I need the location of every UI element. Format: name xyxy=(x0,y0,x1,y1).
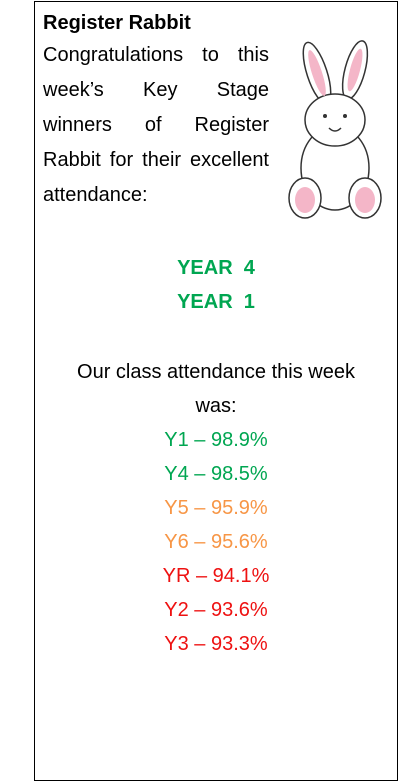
attendance-row: Y6 – 95.6% xyxy=(43,525,389,559)
attendance-row: YR – 94.1% xyxy=(43,559,389,593)
attendance-row: Y5 – 95.9% xyxy=(43,491,389,525)
attendance-row: Y4 – 98.5% xyxy=(43,457,389,491)
rabbit-image xyxy=(277,38,389,226)
page: Register Rabbit Congratulations to this … xyxy=(0,0,413,778)
attendance-row: Y3 – 93.3% xyxy=(43,627,389,661)
winner: YEAR 4 xyxy=(43,251,389,285)
attendance-row: Y1 – 98.9% xyxy=(43,423,389,457)
title: Register Rabbit xyxy=(43,8,389,38)
attendance-list: Y1 – 98.9%Y4 – 98.5%Y5 – 95.9%Y6 – 95.6%… xyxy=(43,423,389,661)
attendance-row: Y2 – 93.6% xyxy=(43,593,389,627)
winner: YEAR 1 xyxy=(43,285,389,319)
attendance-section: Our class attendance this week was: Y1 –… xyxy=(43,355,389,661)
attendance-heading: Our class attendance this week was: xyxy=(43,355,389,423)
notice-box: Register Rabbit Congratulations to this … xyxy=(34,1,398,781)
